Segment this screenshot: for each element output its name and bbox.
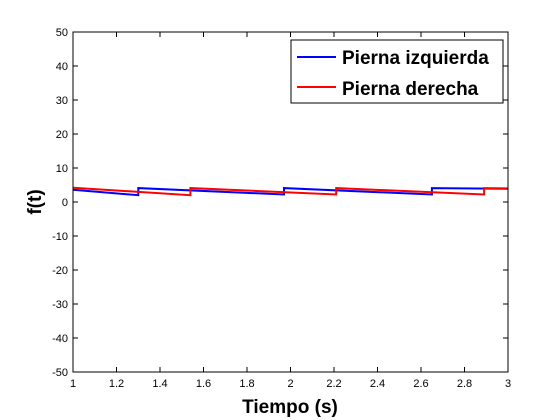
plot-frame [72, 31, 509, 373]
legend-box [290, 39, 504, 104]
x-tick-label: 2.8 [457, 378, 472, 390]
y-tick-label: -50 [52, 367, 68, 379]
legend-label-pierna-izquierda: Pierna izquierda [342, 48, 489, 69]
x-tick-label: 1.4 [152, 378, 167, 390]
x-tick-label: 2.4 [370, 378, 385, 390]
x-axis-label: Tiempo (s) [242, 397, 338, 418]
x-tick-label: 2.6 [413, 378, 428, 390]
x-tick-label: 2.2 [326, 378, 341, 390]
series-line-pierna-derecha [72, 186, 509, 197]
legend: Pierna izquierda Pierna derecha [290, 39, 504, 104]
x-tick-label: 1 [70, 378, 76, 390]
x-tick-label: 1.6 [196, 378, 211, 390]
y-tick-label: -40 [52, 333, 68, 345]
y-tick-label: 50 [56, 27, 68, 39]
x-tick-label: 1.2 [109, 378, 124, 390]
x-tick-label: 2 [287, 378, 293, 390]
y-tick-label: -30 [52, 299, 68, 311]
y-tick-label: -10 [52, 231, 68, 243]
tick-layer: 1 1.2 1.4 1.6 1.8 2 2.2 2.4 2.6 2.8 3 -50 -40 -30 -20 -… [52, 27, 511, 390]
y-tick-label: 20 [56, 129, 68, 141]
y-tick-label: -20 [52, 265, 68, 277]
x-tick-label: 1.8 [239, 378, 254, 390]
legend-label-pierna-derecha: Pierna derecha [342, 79, 479, 100]
y-tick-label: 40 [56, 61, 68, 73]
y-axis-label: f(t) [25, 189, 46, 214]
x-tick-label: 3 [505, 378, 511, 390]
y-tick-label: 10 [56, 163, 68, 175]
series-layer [72, 186, 509, 197]
y-tick-label: 30 [56, 95, 68, 107]
y-tick-label: 0 [62, 197, 68, 209]
